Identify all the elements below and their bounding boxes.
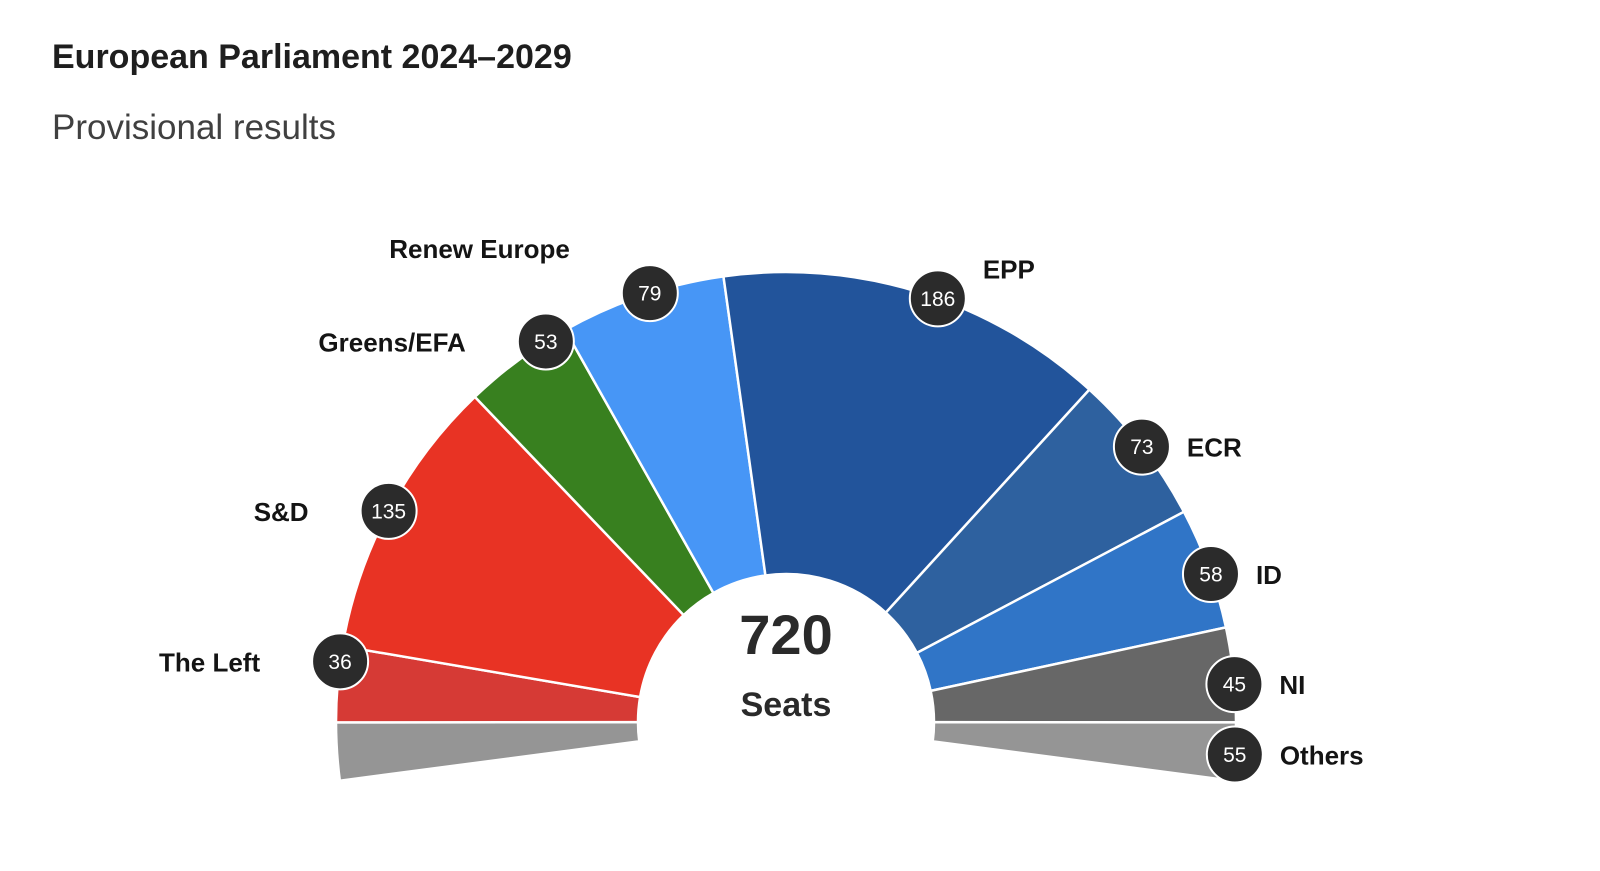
seat-badge-ecr: 73 (1112, 417, 1171, 476)
seat-badge-s-d: 135 (359, 481, 418, 540)
wedge-layer (334, 270, 1238, 783)
label-layer: The Left S&D Greens/EFA Renew Europe EPP ECR I… (159, 234, 1364, 770)
total-seats-value: 720 (739, 603, 832, 666)
party-label-greens-efa: Greens/EFA (318, 327, 466, 357)
badge-layer: 36 135 53 79 186 73 58 45 55 (311, 264, 1264, 784)
party-label-the-left: The Left (159, 647, 260, 677)
party-label-ecr: ECR (1187, 433, 1242, 463)
party-label-renew-europe: Renew Europe (389, 234, 570, 264)
wedge-s-d (340, 395, 686, 699)
seat-badge-id: 58 (1181, 544, 1240, 603)
total-seats-label: Seats (741, 686, 832, 724)
seat-count-id: 58 (1199, 563, 1222, 586)
seat-badge-circle (908, 269, 967, 328)
party-label-epp: EPP (983, 254, 1035, 284)
seat-count-the-left: 36 (328, 651, 351, 674)
chart-title: European Parliament 2024–2029 (52, 38, 572, 76)
seat-badge-circle (311, 632, 370, 691)
seat-badge-epp: 186 (908, 269, 967, 328)
wedge-epp (722, 270, 1092, 615)
seat-badge-circle (359, 481, 418, 540)
seat-count-ni: 45 (1223, 674, 1246, 697)
party-label-others: Others (1280, 741, 1364, 771)
seat-badge-circle (1205, 725, 1264, 784)
party-label-s-d: S&D (254, 497, 309, 527)
seat-badge-circle (1205, 655, 1264, 714)
party-label-id: ID (1256, 560, 1282, 590)
seat-count-epp: 186 (920, 288, 955, 311)
seat-count-greens-efa: 53 (534, 331, 557, 354)
seat-badge-ni: 45 (1205, 655, 1264, 714)
seat-count-s-d: 135 (371, 500, 406, 523)
seat-badge-others: 55 (1205, 725, 1264, 784)
party-label-ni: NI (1279, 670, 1305, 700)
seat-count-others: 55 (1223, 744, 1246, 767)
chart-subtitle: Provisional results (52, 108, 336, 147)
seat-badge-circle (620, 264, 679, 323)
seat-badge-circle (1181, 544, 1240, 603)
wedge-others-right (931, 720, 1238, 783)
seat-badge-renew-europe: 79 (620, 264, 679, 323)
seat-badge-the-left: 36 (311, 632, 370, 691)
seat-badge-greens-efa: 53 (516, 312, 575, 371)
seat-count-renew-europe: 79 (638, 283, 661, 306)
wedge-others-left (334, 720, 641, 783)
seat-count-ecr: 73 (1130, 436, 1153, 459)
seat-badge-circle (1112, 417, 1171, 476)
seat-badge-circle (516, 312, 575, 371)
